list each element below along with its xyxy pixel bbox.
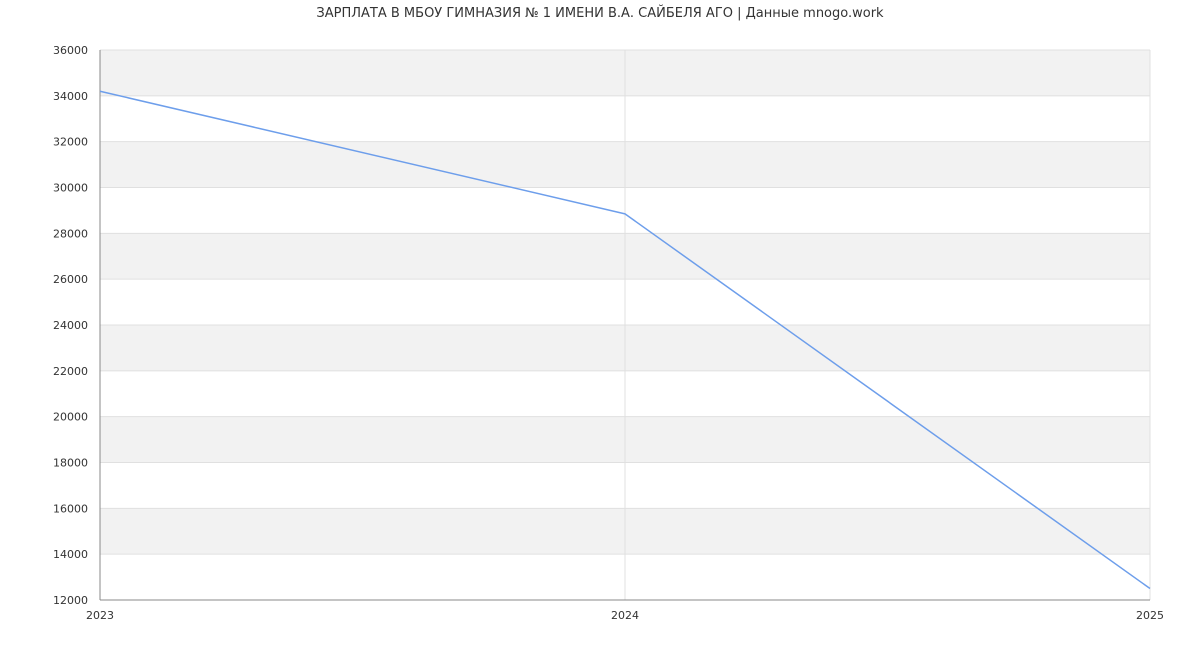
- y-tick-label: 12000: [53, 594, 88, 607]
- y-tick-label: 30000: [53, 182, 88, 195]
- chart-title: ЗАРПЛАТА В МБОУ ГИМНАЗИЯ № 1 ИМЕНИ В.А. …: [316, 6, 884, 21]
- y-tick-label: 20000: [53, 411, 88, 424]
- y-tick-label: 16000: [53, 502, 88, 515]
- y-tick-label: 28000: [53, 227, 88, 240]
- y-tick-labels: 12000 14000 16000 18000 20000 22000 24000 26000…: [53, 44, 88, 607]
- y-tick-label: 36000: [53, 44, 88, 57]
- y-tick-label: 32000: [53, 136, 88, 149]
- y-tick-label: 26000: [53, 273, 88, 286]
- y-tick-label: 24000: [53, 319, 88, 332]
- y-tick-label: 34000: [53, 90, 88, 103]
- y-tick-label: 18000: [53, 457, 88, 470]
- x-tick-label: 2025: [1136, 609, 1164, 622]
- y-tick-label: 14000: [53, 548, 88, 561]
- axes: [99, 50, 1150, 601]
- y-tick-label: 22000: [53, 365, 88, 378]
- x-tick-label: 2023: [86, 609, 114, 622]
- x-tick-label: 2024: [611, 609, 639, 622]
- x-tick-labels: 2023 2024 2025: [86, 609, 1164, 622]
- series-group: [99, 90, 1151, 590]
